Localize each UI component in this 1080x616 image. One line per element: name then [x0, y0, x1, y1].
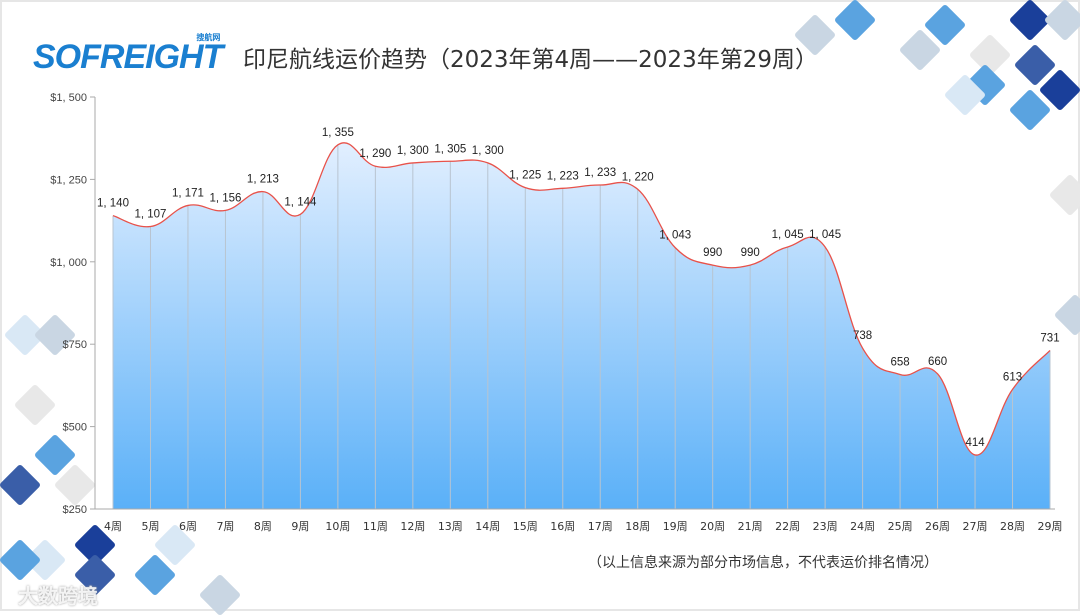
- x-tick-label: 27周: [963, 520, 988, 533]
- data-label: 1, 220: [622, 171, 654, 183]
- watermark: 大数跨境: [18, 584, 98, 608]
- x-tick-label: 10周: [325, 520, 350, 533]
- x-tick-label: 19周: [663, 520, 688, 533]
- x-tick-label: 20周: [700, 520, 725, 533]
- data-label: 1, 045: [772, 229, 804, 241]
- data-label: 990: [741, 247, 760, 259]
- logo-sub: 搜航网: [196, 33, 221, 42]
- data-label: 1, 156: [209, 192, 241, 204]
- data-label: 1, 305: [434, 143, 466, 155]
- y-tick-label: $1, 000: [50, 257, 87, 269]
- data-label: 660: [928, 356, 947, 368]
- data-label: 731: [1040, 332, 1059, 344]
- data-label: 1, 213: [247, 174, 279, 186]
- data-label: 1, 140: [97, 198, 129, 210]
- x-tick-label: 25周: [888, 520, 913, 533]
- x-tick-label: 15周: [513, 520, 538, 533]
- data-label: 1, 233: [584, 167, 616, 179]
- x-tick-label: 18周: [625, 520, 650, 533]
- logo-text: SOFREIGHT: [33, 38, 223, 76]
- data-label: 1, 300: [397, 145, 429, 157]
- x-tick-label: 5周: [141, 520, 159, 533]
- x-tick-label: 21周: [738, 520, 763, 533]
- data-label: 1, 107: [134, 209, 166, 221]
- data-label: 1, 171: [172, 187, 204, 199]
- data-label: 1, 144: [284, 196, 317, 208]
- data-label: 414: [965, 437, 985, 449]
- x-tick-label: 6周: [179, 520, 197, 533]
- x-tick-label: 16周: [550, 520, 575, 533]
- x-tick-label: 4周: [104, 520, 122, 533]
- data-label: 1, 045: [809, 229, 841, 241]
- x-tick-label: 12周: [400, 520, 425, 533]
- data-label: 1, 043: [659, 230, 691, 242]
- x-tick-label: 23周: [813, 520, 838, 533]
- x-tick-label: 24周: [850, 520, 875, 533]
- y-tick-label: $250: [63, 504, 87, 516]
- data-label: 1, 223: [547, 170, 579, 182]
- x-tick-label: 29周: [1038, 520, 1063, 533]
- y-tick-label: $1, 500: [50, 92, 87, 104]
- data-label: 1, 290: [359, 148, 391, 160]
- data-label: 658: [890, 357, 909, 369]
- chart-title: 印尼航线运价趋势（2023年第4周——2023年第29周）: [243, 47, 818, 73]
- x-tick-label: 8周: [254, 520, 272, 533]
- x-tick-label: 14周: [475, 520, 500, 533]
- data-label: 1, 225: [509, 170, 541, 182]
- y-tick-label: $750: [63, 339, 87, 351]
- area-fill: [113, 142, 1050, 510]
- x-tick-label: 22周: [775, 520, 800, 533]
- y-tick-label: $500: [63, 422, 87, 434]
- data-label: 1, 355: [322, 127, 354, 139]
- series-line: [112, 142, 1051, 456]
- sofreight-logo: SOFREIGHT 搜航网: [33, 33, 223, 77]
- y-tick-label: $1, 250: [50, 174, 87, 186]
- x-tick-label: 11周: [363, 520, 388, 533]
- x-tick-label: 28周: [1000, 520, 1025, 533]
- x-tick-label: 9周: [291, 520, 309, 533]
- x-tick-label: 7周: [216, 520, 234, 533]
- data-label: 990: [703, 247, 722, 259]
- data-label: 738: [853, 330, 872, 342]
- data-label: 613: [1003, 371, 1022, 383]
- x-tick-label: 17周: [588, 520, 613, 533]
- source-note: （以上信息来源为部分市场信息，不代表运价排名情况）: [588, 555, 938, 571]
- x-tick-label: 13周: [438, 520, 463, 533]
- x-tick-label: 26周: [925, 520, 950, 533]
- data-label: 1, 300: [472, 145, 504, 157]
